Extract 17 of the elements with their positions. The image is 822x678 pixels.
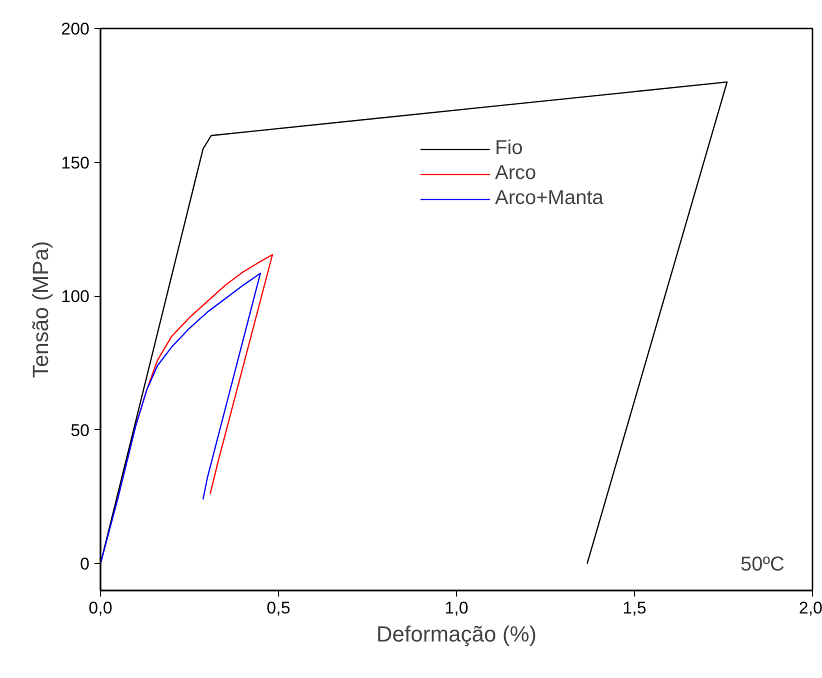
y-axis-title: Tensão (MPa) <box>28 241 54 378</box>
y-tick-label: 50 <box>70 420 90 440</box>
y-tick-label: 150 <box>61 153 90 172</box>
x-axis-title: Deformação (%) <box>376 622 537 646</box>
x-tick-label: 1,5 <box>622 598 646 618</box>
legend-label: Arco+Manta <box>495 187 604 210</box>
y-tick-label: 200 <box>61 20 90 38</box>
legend-label: Arco <box>495 162 536 185</box>
x-tick-label: 0,5 <box>266 598 290 618</box>
x-tick-label: 0,0 <box>88 598 112 618</box>
annotation: 50ºC <box>740 554 784 576</box>
x-tick-label: 1,0 <box>444 598 468 618</box>
legend-label: Fio <box>495 137 523 160</box>
x-tick-label: 2,0 <box>798 598 822 618</box>
line-series <box>100 272 261 564</box>
y-tick-label: 0 <box>80 554 90 574</box>
y-tick-label: 100 <box>61 287 90 306</box>
